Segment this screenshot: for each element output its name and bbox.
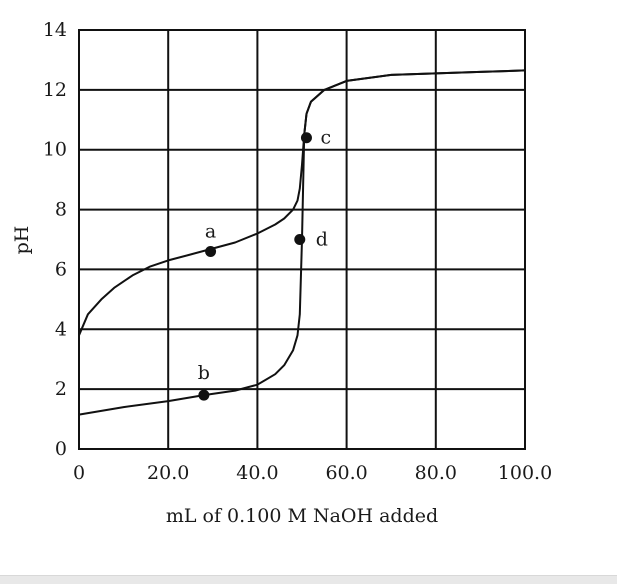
point-d-label: d xyxy=(316,229,328,251)
point-b-label: b xyxy=(198,362,210,384)
point-a-marker xyxy=(205,245,217,257)
x-tick-label: 60.0 xyxy=(325,462,367,484)
y-tick-label: 8 xyxy=(55,199,67,221)
point-b-marker xyxy=(198,389,210,401)
grid-lines xyxy=(79,30,525,449)
point-c-label: c xyxy=(320,127,331,149)
y-tick-label: 0 xyxy=(55,438,67,460)
x-tick-label: 100.0 xyxy=(498,462,552,484)
point-a-label: a xyxy=(205,220,216,242)
x-axis-label: mL of 0.100 M NaOH added xyxy=(166,505,438,527)
y-tick-label: 12 xyxy=(43,79,67,101)
y-tick-label: 4 xyxy=(55,318,67,340)
footer-bar xyxy=(0,575,617,584)
y-tick-label: 10 xyxy=(43,139,67,161)
y-ticks: 0 2 4 6 8 10 12 14 xyxy=(43,19,67,460)
x-tick-label: 40.0 xyxy=(236,462,278,484)
x-tick-label: 20.0 xyxy=(147,462,189,484)
point-c-marker xyxy=(300,132,312,144)
x-tick-label: 80.0 xyxy=(415,462,457,484)
y-axis-label: pH xyxy=(11,226,33,255)
y-tick-label: 6 xyxy=(55,258,67,280)
x-tick-label: 0 xyxy=(73,462,85,484)
point-d-marker xyxy=(294,234,306,245)
y-tick-label: 14 xyxy=(43,19,67,41)
x-ticks: 0 20.0 40.0 60.0 80.0 100.0 xyxy=(73,462,552,484)
titration-curve xyxy=(78,69,526,416)
points: a b c d xyxy=(198,127,331,401)
plot-frame xyxy=(78,29,526,450)
y-tick-label: 2 xyxy=(55,378,67,400)
curves xyxy=(78,69,526,416)
